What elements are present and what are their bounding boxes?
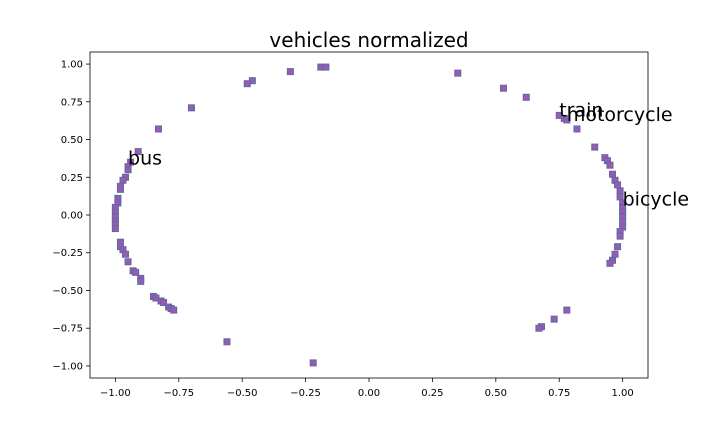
scatter-point (611, 250, 619, 258)
scatter-point (606, 259, 614, 267)
x-tick-label: −1.00 (100, 388, 131, 399)
scatter-point (122, 250, 130, 258)
scatter-point (124, 258, 132, 266)
scatter-point (499, 84, 507, 92)
x-tick-label: 0.25 (421, 388, 443, 399)
scatter-point (550, 315, 558, 323)
scatter-point (111, 225, 119, 233)
y-tick-label: −0.75 (52, 324, 83, 335)
scatter-point (223, 338, 231, 346)
point-annotation-label: train (559, 99, 603, 121)
scatter-point (573, 125, 581, 133)
y-axis: −1.00 −0.75 −0.50 −0.25 0.00 0.25 0.50 0.75 1.00 (52, 60, 90, 372)
scatter-point (454, 69, 462, 77)
scatter-point (616, 232, 624, 240)
scatter-point (170, 306, 178, 314)
scatter-point (119, 176, 127, 184)
scatter-point (322, 63, 330, 71)
scatter-points (111, 63, 627, 367)
x-tick-label: 0.75 (548, 388, 570, 399)
x-axis: −1.00 −0.75 −0.50 −0.25 0.00 0.25 0.50 0.75 1.00 (100, 378, 634, 399)
scatter-point (614, 181, 622, 189)
x-tick-label: 0.50 (485, 388, 507, 399)
chart-title: vehicles normalized (269, 28, 468, 52)
x-tick-label: 1.00 (612, 388, 634, 399)
scatter-point (563, 116, 571, 124)
scatter-point (591, 143, 599, 151)
scatter-point (563, 306, 571, 314)
scatter-point (309, 359, 317, 367)
scatter-point (619, 217, 627, 225)
y-tick-label: 1.00 (61, 60, 83, 71)
scatter-point (137, 277, 145, 285)
scatter-point (154, 125, 162, 133)
scatter-point (606, 161, 614, 169)
point-annotation-label: bus (128, 148, 162, 170)
scatter-point (160, 299, 168, 307)
y-tick-label: −0.25 (52, 248, 83, 259)
plot-frame (89, 51, 649, 379)
scatter-point (134, 148, 142, 156)
y-tick-label: 0.50 (61, 135, 83, 146)
scatter-point (243, 80, 251, 88)
x-tick-label: −0.50 (227, 388, 258, 399)
point-annotation-label: motorcycle (567, 104, 673, 126)
y-tick-label: −1.00 (52, 361, 83, 372)
x-tick-label: −0.25 (290, 388, 321, 399)
scatter-point (522, 93, 530, 101)
scatter-point (614, 243, 622, 251)
scatter-point (286, 68, 294, 76)
y-tick-label: 0.00 (61, 211, 83, 222)
x-tick-label: 0.00 (358, 388, 380, 399)
scatter-point (132, 268, 140, 276)
scatter-point (124, 166, 132, 174)
x-tick-label: −0.75 (163, 388, 194, 399)
scatter-point (187, 104, 195, 112)
y-tick-label: 0.25 (61, 173, 83, 184)
scatter-point (116, 185, 124, 193)
scatter-point (608, 170, 616, 178)
y-tick-label: 0.75 (61, 97, 83, 108)
scatter-point (535, 324, 543, 332)
point-annotation-label: bicycle (623, 188, 689, 210)
y-tick-label: −0.50 (52, 286, 83, 297)
